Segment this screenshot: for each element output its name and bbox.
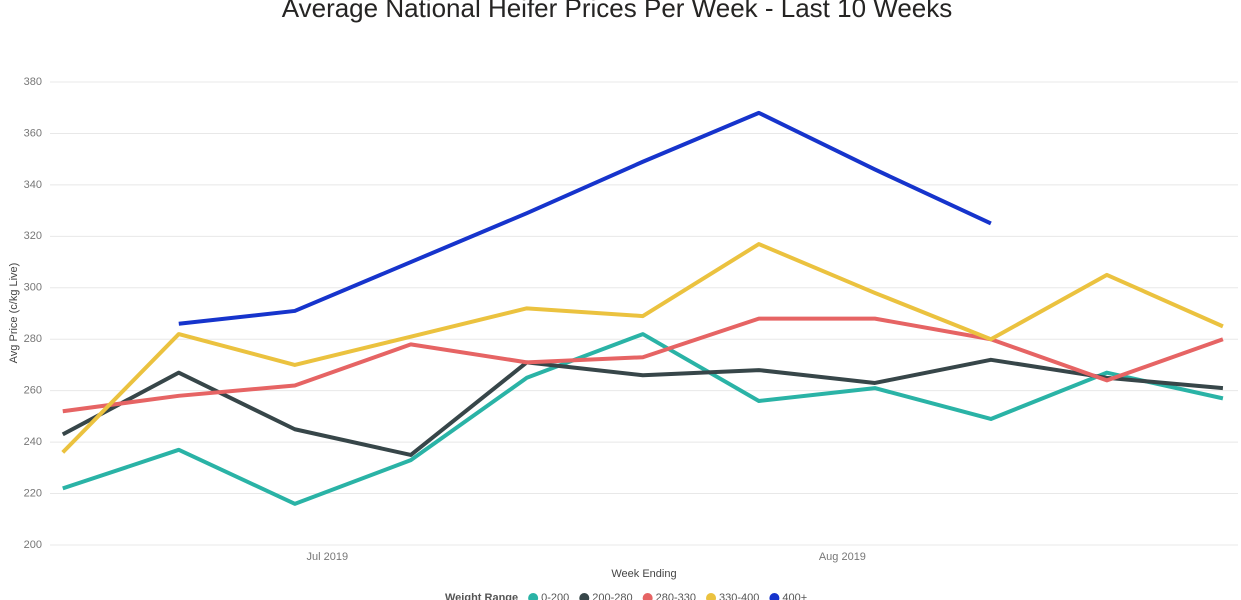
legend-label: 400+ — [782, 592, 807, 600]
legend-label: 280-330 — [656, 592, 696, 600]
legend-title: Weight Range — [445, 592, 518, 600]
y-tick-label: 320 — [24, 230, 42, 242]
y-tick-label: 260 — [24, 385, 42, 397]
y-tick-label: 360 — [24, 127, 42, 139]
series-line — [61, 357, 1224, 457]
chart-title: Average National Heifer Prices Per Week … — [282, 0, 953, 23]
x-axis-label: Week Ending — [611, 568, 676, 580]
legend-marker — [579, 593, 590, 600]
y-tick-label: 340 — [24, 179, 42, 191]
series-line — [62, 332, 1224, 506]
y-tick-label: 380 — [24, 76, 42, 88]
legend-marker — [528, 593, 539, 600]
y-tick-label: 280 — [24, 333, 42, 345]
legend-label: 0-200 — [541, 592, 569, 600]
x-tick-label: Aug 2019 — [819, 551, 866, 563]
y-tick-label: 220 — [24, 487, 42, 499]
y-tick-label: 240 — [24, 436, 42, 448]
legend-marker — [642, 593, 653, 600]
y-tick-label: 200 — [24, 539, 42, 551]
legend-marker — [706, 593, 717, 600]
legend-label: 330-400 — [719, 592, 759, 600]
series-line — [61, 242, 1224, 454]
y-axis-label: Avg Price (c/kg Live) — [8, 263, 20, 364]
series-line — [178, 110, 992, 326]
legend-marker — [769, 593, 780, 600]
x-tick-label: Jul 2019 — [306, 551, 348, 563]
y-tick-label: 300 — [24, 282, 42, 294]
series-line — [62, 316, 1224, 414]
legend-label: 200-280 — [592, 592, 632, 600]
